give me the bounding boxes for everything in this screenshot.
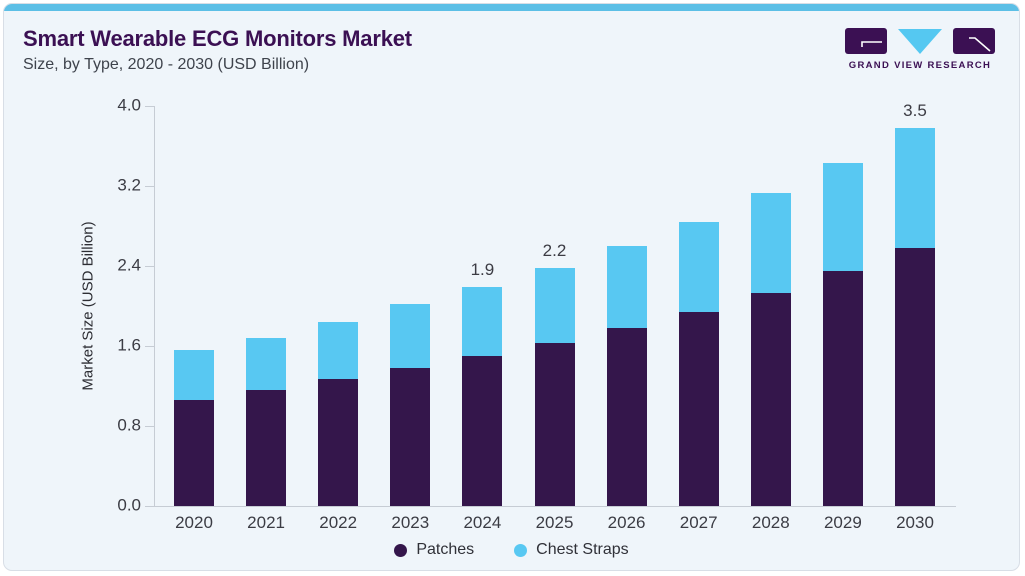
bar-2021 <box>246 338 287 506</box>
y-tick-label: 1.6 <box>117 335 141 355</box>
chart-title: Smart Wearable ECG Monitors Market <box>23 26 412 51</box>
logo-g-icon <box>845 28 887 54</box>
y-tick-mark <box>145 186 154 187</box>
bar-2029-chest-straps-segment <box>822 163 863 271</box>
data-label-2025: 2.2 <box>542 241 567 260</box>
bar-2022-patches-segment <box>318 379 359 506</box>
y-tick-label: 2.4 <box>117 255 141 275</box>
logo-shapes <box>845 28 995 55</box>
bar-2020-chest-straps-segment <box>174 350 214 400</box>
bar-2024 <box>462 287 503 506</box>
x-tick-label-2023: 2023 <box>391 513 430 532</box>
bar-2030-patches-segment <box>895 248 935 506</box>
bar-2022 <box>318 322 359 506</box>
bar-2028-patches-segment <box>750 293 791 506</box>
bar-2023-patches-segment <box>390 368 431 506</box>
y-tick-label: 0.0 <box>117 495 141 515</box>
chart-card: Smart Wearable ECG Monitors Market Size,… <box>3 3 1020 571</box>
plot-area: 0.0 0.8 1.6 2.4 3.2 4.0 2020 2021 2022 2023 2024 20… <box>117 96 956 532</box>
y-tick-label: 0.8 <box>117 415 141 435</box>
bar-2027-patches-segment <box>678 312 719 506</box>
bar-2026 <box>606 246 647 506</box>
bar-2028 <box>750 193 791 506</box>
bar-2029 <box>822 163 863 506</box>
x-tick-label-2020: 2020 <box>175 513 213 532</box>
y-tick-mark <box>145 346 154 347</box>
legend-label: Patches <box>416 541 475 558</box>
logo-r-icon <box>953 28 995 54</box>
bar-2025-chest-straps-segment <box>534 268 575 343</box>
bar-2030-chest-straps-segment <box>895 128 935 248</box>
y-axis-title: Market Size (USD Billion) <box>79 221 97 391</box>
y-tick-label: 3.2 <box>117 175 141 195</box>
x-tick-label-2021: 2021 <box>247 513 286 532</box>
bar-2021-chest-straps-segment <box>246 338 287 390</box>
logo-caption: GRAND VIEW RESEARCH <box>848 60 992 71</box>
y-tick-mark <box>145 426 154 427</box>
bar-2026-chest-straps-segment <box>606 246 647 328</box>
bar-2023-chest-straps-segment <box>390 304 431 368</box>
legend-item-chest-straps: Chest Straps <box>514 541 629 559</box>
grand-view-research-logo: GRAND VIEW RESEARCH <box>845 28 995 71</box>
bar-2029-patches-segment <box>822 271 863 506</box>
bar-2026-patches-segment <box>606 328 647 506</box>
y-tick-label: 4.0 <box>117 95 141 115</box>
bar-2024-chest-straps-segment <box>462 287 503 356</box>
x-tick-label-2026: 2026 <box>607 513 646 532</box>
bar-2022-chest-straps-segment <box>318 322 359 379</box>
bar-2028-chest-straps-segment <box>750 193 791 293</box>
bar-2025 <box>534 268 575 506</box>
x-tick-label-2024: 2024 <box>463 513 502 532</box>
bar-2023 <box>390 304 431 506</box>
legend-item-patches: Patches <box>394 541 474 559</box>
legend: Patches Chest Straps <box>4 541 1019 559</box>
y-tick-mark <box>145 506 154 507</box>
bar-2025-patches-segment <box>534 343 575 506</box>
chart-subtitle: Size, by Type, 2020 - 2030 (USD Billion) <box>23 56 310 74</box>
x-tick-label-2029: 2029 <box>823 513 862 532</box>
bar-2030 <box>895 128 935 506</box>
bar-2020-patches-segment <box>174 400 214 506</box>
x-tick-label-2025: 2025 <box>535 513 574 532</box>
y-tick-mark <box>145 266 154 267</box>
x-tick-label-2030: 2030 <box>896 513 934 532</box>
logo-v-icon <box>898 29 942 54</box>
legend-dot-icon <box>394 543 408 557</box>
x-tick-label-2027: 2027 <box>679 513 718 532</box>
data-label-2024: 1.9 <box>470 260 495 279</box>
bar-2027-chest-straps-segment <box>678 222 719 312</box>
y-tick-mark <box>145 106 154 107</box>
bar-2024-patches-segment <box>462 356 503 506</box>
chart-header: Smart Wearable ECG Monitors Market Size,… <box>23 26 412 74</box>
legend-label: Chest Straps <box>536 541 629 558</box>
bar-2027 <box>678 222 719 506</box>
legend-dot-icon <box>514 543 528 557</box>
x-tick-label-2028: 2028 <box>751 513 790 532</box>
bar-2020 <box>174 350 214 506</box>
top-accent-bar <box>4 4 1019 11</box>
data-label-2030: 3.5 <box>903 101 927 120</box>
x-tick-label-2022: 2022 <box>319 513 358 532</box>
bar-2021-patches-segment <box>246 390 287 506</box>
